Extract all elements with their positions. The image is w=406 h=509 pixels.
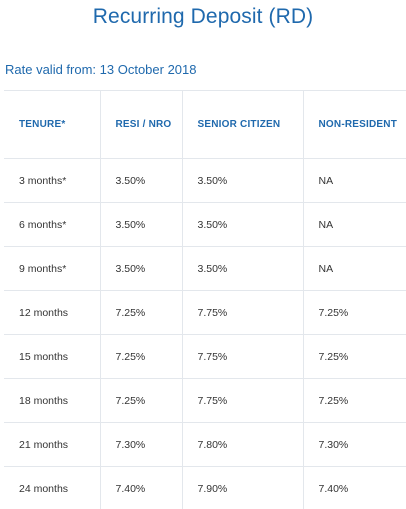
non-resident-rate-cell: 7.25% (302, 378, 406, 423)
non-resident-rate-cell: NA (302, 158, 406, 203)
senior-citizen-rate-cell: 7.75% (181, 290, 303, 335)
column-header-resi-nro: RESI / NRO (99, 90, 182, 159)
table-row: 12 months 7.25% 7.75% 7.25% (4, 290, 406, 335)
senior-citizen-rate-cell: 7.80% (181, 422, 303, 467)
table-row: 6 months* 3.50% 3.50% NA (4, 202, 406, 247)
table-row: 9 months* 3.50% 3.50% NA (4, 246, 406, 291)
senior-citizen-rate-cell: 3.50% (181, 202, 303, 247)
tenure-cell: 24 months (4, 466, 100, 509)
resi-nro-rate-cell: 3.50% (99, 158, 182, 203)
senior-citizen-rate-cell: 7.75% (181, 334, 303, 379)
tenure-cell: 9 months* (4, 246, 100, 291)
resi-nro-rate-cell: 7.30% (99, 422, 182, 467)
senior-citizen-rate-cell: 7.75% (181, 378, 303, 423)
table-row: 3 months* 3.50% 3.50% NA (4, 158, 406, 203)
rate-valid-from: Rate valid from: 13 October 2018 (5, 62, 197, 77)
page-title: Recurring Deposit (RD) (92, 5, 314, 28)
non-resident-rate-cell: NA (302, 246, 406, 291)
tenure-cell: 21 months (4, 422, 100, 467)
non-resident-rate-cell: 7.25% (302, 290, 406, 335)
non-resident-rate-cell: 7.30% (302, 422, 406, 467)
tenure-cell: 15 months (4, 334, 100, 379)
resi-nro-rate-cell: 3.50% (99, 202, 182, 247)
table-row: 24 months 7.40% 7.90% 7.40% (4, 466, 406, 509)
non-resident-rate-cell: NA (302, 202, 406, 247)
table-row: 18 months 7.25% 7.75% 7.25% (4, 378, 406, 423)
non-resident-rate-cell: 7.40% (302, 466, 406, 509)
senior-citizen-rate-cell: 3.50% (181, 246, 303, 291)
non-resident-rate-cell: 7.25% (302, 334, 406, 379)
table-row: 15 months 7.25% 7.75% 7.25% (4, 334, 406, 379)
tenure-cell: 3 months* (4, 158, 100, 203)
resi-nro-rate-cell: 7.25% (99, 378, 182, 423)
tenure-cell: 12 months (4, 290, 100, 335)
column-header-senior-citizen: SENIOR CITIZEN (181, 90, 303, 159)
rd-rates-table: TENURE* RESI / NRO SENIOR CITIZEN NON-RE… (4, 90, 406, 509)
resi-nro-rate-cell: 7.25% (99, 290, 182, 335)
column-header-non-resident: NON-RESIDENT (302, 90, 406, 159)
resi-nro-rate-cell: 3.50% (99, 246, 182, 291)
resi-nro-rate-cell: 7.25% (99, 334, 182, 379)
senior-citizen-rate-cell: 7.90% (181, 466, 303, 509)
table-row: 21 months 7.30% 7.80% 7.30% (4, 422, 406, 467)
column-header-tenure: TENURE* (4, 90, 100, 159)
tenure-cell: 18 months (4, 378, 100, 423)
tenure-cell: 6 months* (4, 202, 100, 247)
resi-nro-rate-cell: 7.40% (99, 466, 182, 509)
senior-citizen-rate-cell: 3.50% (181, 158, 303, 203)
table-header-row: TENURE* RESI / NRO SENIOR CITIZEN NON-RE… (4, 90, 406, 159)
